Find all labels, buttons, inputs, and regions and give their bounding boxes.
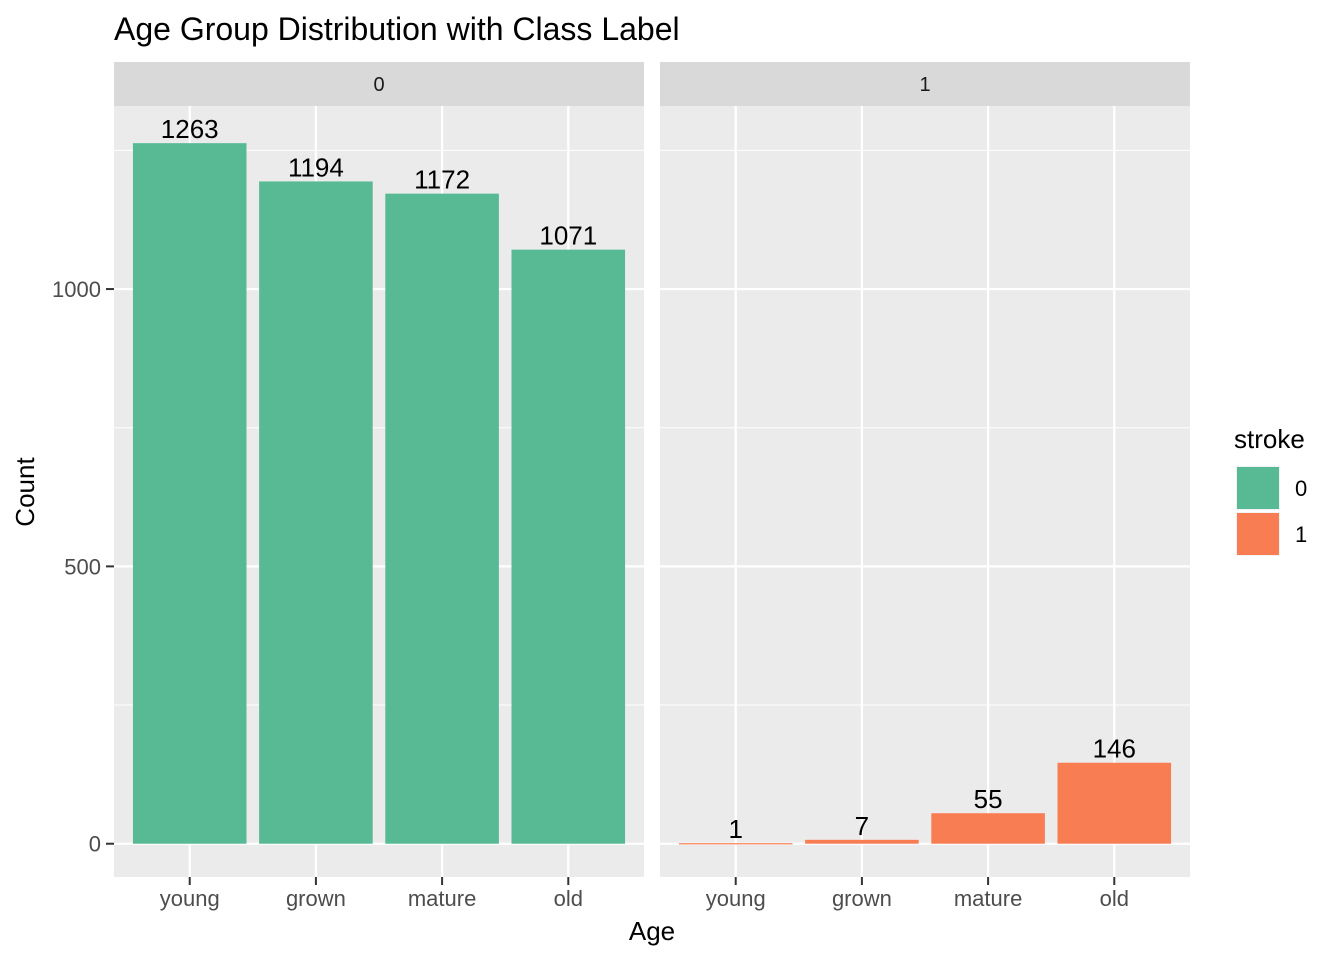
x-tick-label: old xyxy=(1100,886,1129,911)
x-tick-label: young xyxy=(160,886,220,911)
facet-panel-0: 0 1263 1194 1172 1071 young grown mature old xyxy=(114,62,644,911)
y-tick-label: 500 xyxy=(64,554,101,579)
y-axis: 0 500 1000 xyxy=(52,277,114,857)
bar-value-label: 146 xyxy=(1093,734,1136,764)
legend-swatch xyxy=(1237,467,1279,509)
x-tick-label: mature xyxy=(408,886,476,911)
bar-value-label: 7 xyxy=(855,811,869,841)
chart-title: Age Group Distribution with Class Label xyxy=(114,11,680,47)
facet-strip xyxy=(660,62,1190,106)
bar-value-label: 1172 xyxy=(414,165,470,195)
x-tick-label: mature xyxy=(954,886,1022,911)
bar-value-label: 1263 xyxy=(161,114,219,144)
facet-strip xyxy=(114,62,644,106)
facet-panels: 0 1263 1194 1172 1071 young grown mature old 1 1 7 5… xyxy=(114,62,1190,911)
bar-young xyxy=(132,143,247,844)
panel-background xyxy=(660,106,1190,877)
legend-swatch xyxy=(1237,513,1279,555)
bar-mature xyxy=(385,193,499,844)
bar-value-label: 1194 xyxy=(288,152,344,182)
bar-mature xyxy=(931,813,1045,844)
x-tick-label: grown xyxy=(286,886,346,911)
x-tick-label: old xyxy=(554,886,583,911)
facet-strip-label: 1 xyxy=(919,74,930,96)
x-tick-label: grown xyxy=(832,886,892,911)
bar-value-label: 1 xyxy=(728,814,742,844)
legend: stroke 0 1 xyxy=(1234,424,1307,556)
bar-old xyxy=(511,249,626,844)
y-axis-title: Count xyxy=(10,457,40,527)
bar-young xyxy=(678,843,793,845)
legend-title: stroke xyxy=(1234,424,1305,454)
legend-label: 1 xyxy=(1295,522,1307,547)
x-tick-label: young xyxy=(706,886,766,911)
bar-old xyxy=(1057,762,1172,844)
x-axis-title: Age xyxy=(629,916,675,946)
y-tick-label: 1000 xyxy=(52,277,101,302)
facet-panel-1: 1 1 7 55 146 young grown mature old xyxy=(660,62,1190,911)
legend-label: 0 xyxy=(1295,476,1307,501)
bar-value-label: 1071 xyxy=(539,221,597,251)
bar-grown xyxy=(805,839,919,844)
bar-value-label: 55 xyxy=(974,784,1003,814)
y-tick-label: 0 xyxy=(89,832,101,857)
facet-strip-label: 0 xyxy=(373,74,384,96)
bar-grown xyxy=(259,181,373,844)
